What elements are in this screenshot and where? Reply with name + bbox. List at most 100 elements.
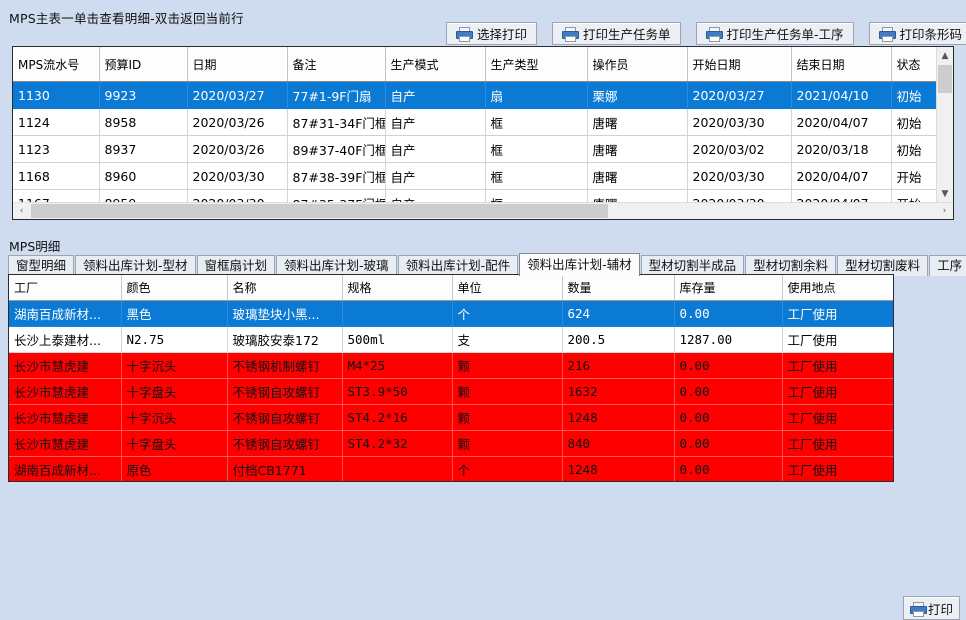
tab-frame-sash-plan[interactable]: 窗框扇计划 [196, 255, 276, 276]
cell-end-date: 2021/04/10 [791, 81, 892, 109]
print-barcode-button[interactable]: 打印条形码 [868, 22, 966, 45]
cell-stock: 1287.00 [674, 326, 783, 353]
col-mps-serial[interactable]: MPS流水号 [13, 47, 100, 82]
cell-budget-id: 8937 [99, 135, 188, 163]
cell-color: 黑色 [121, 300, 228, 327]
table-row[interactable]: 长沙市慧虎建 十字沉头 不锈钢机制螺钉 M4*25 颗 216 0.00 工厂使… [9, 352, 893, 379]
col-prod-type[interactable]: 生产类型 [485, 47, 588, 82]
table-row[interactable]: 长沙市慧虎建 十字盘头 不锈钢自攻螺钉 ST4.2*32 颗 840 0.00 … [9, 430, 893, 457]
cell-status: 初始 [891, 81, 936, 109]
detail-print-button[interactable]: 打印 [903, 596, 961, 620]
cell-unit: 颗 [452, 430, 563, 457]
cell-quantity: 216 [562, 352, 675, 379]
cell-color: 十字盘头 [121, 378, 228, 405]
table-row[interactable]: 湖南百成新材... 原色 付档CB1771 个 1248 0.00 工厂使用 [9, 456, 893, 481]
cell-mps-serial: 1168 [13, 162, 100, 190]
cell-spec: M4*25 [342, 352, 453, 379]
table-row[interactable]: 长沙市慧虎建 十字盘头 不锈钢自攻螺钉 ST3.9*50 颗 1632 0.00… [9, 378, 893, 405]
mps-detail-grid[interactable]: 工厂 颜色 名称 规格 单位 数量 库存量 使用地点 湖南百成新材... 黑色 [8, 274, 894, 482]
scroll-right-icon[interactable]: › [942, 206, 947, 216]
col-status[interactable]: 状态 [891, 47, 936, 82]
select-print-button[interactable]: 选择打印 [446, 22, 538, 45]
col-unit[interactable]: 单位 [452, 275, 563, 301]
cell-name: 不锈钢自攻螺钉 [227, 378, 343, 405]
cell-spec [342, 456, 453, 481]
tab-profile-cut-semifinished[interactable]: 型材切割半成品 [640, 255, 745, 276]
print-production-order-button[interactable]: 打印生产任务单 [552, 22, 681, 45]
detail-tabs: 窗型明细 领料出库计划-型材 窗框扇计划 领料出库计划-玻璃 领料出库计划-配件… [8, 253, 966, 276]
col-prod-mode[interactable]: 生产模式 [385, 47, 486, 82]
printer-icon [705, 27, 723, 42]
col-color[interactable]: 颜色 [121, 275, 228, 301]
cell-remark: 87#35-37F门框 [287, 189, 386, 202]
table-row[interactable]: 1123 8937 2020/03/26 89#37-40F门框 自产 框 唐曙… [13, 135, 936, 163]
col-end-date[interactable]: 结束日期 [791, 47, 892, 82]
tab-profile-cut-waste[interactable]: 型材切割废料 [837, 255, 929, 276]
cell-factory: 长沙上泰建材... [9, 326, 122, 353]
col-date[interactable]: 日期 [187, 47, 288, 82]
cell-location: 工厂使用 [782, 352, 893, 379]
table-row[interactable]: 1124 8958 2020/03/26 87#31-34F门框 自产 框 唐曙… [13, 108, 936, 136]
tab-material-outbound-profile[interactable]: 领料出库计划-型材 [75, 255, 196, 276]
cell-date: 2020/03/30 [187, 189, 288, 202]
detail-print-label: 打印 [928, 601, 954, 617]
tab-material-outbound-glass[interactable]: 领料出库计划-玻璃 [276, 255, 397, 276]
table-row[interactable]: 长沙上泰建材... N2.75 玻璃胶安泰172 500ml 支 200.5 1… [9, 326, 893, 353]
cell-end-date: 2020/04/07 [791, 189, 892, 202]
print-production-order-process-button[interactable]: 打印生产任务单-工序 [695, 22, 854, 45]
col-stock[interactable]: 库存量 [674, 275, 783, 301]
cell-color: 十字沉头 [121, 352, 228, 379]
horizontal-scrollbar-thumb[interactable] [31, 204, 608, 218]
col-spec[interactable]: 规格 [342, 275, 453, 301]
cell-location: 工厂使用 [782, 404, 893, 431]
col-operator[interactable]: 操作员 [587, 47, 688, 82]
cell-operator: 唐曙 [587, 162, 688, 190]
cell-name: 不锈钢自攻螺钉 [227, 430, 343, 457]
table-row[interactable]: 湖南百成新材... 黑色 玻璃垫块小黑... 个 624 0.00 工厂使用 [9, 300, 893, 327]
cell-quantity: 1248 [562, 456, 675, 481]
tab-material-outbound-aux[interactable]: 领料出库计划-辅材 [519, 253, 640, 276]
col-factory[interactable]: 工厂 [9, 275, 122, 301]
cell-budget-id: 8959 [99, 189, 188, 202]
cell-quantity: 200.5 [562, 326, 675, 353]
cell-unit: 颗 [452, 404, 563, 431]
tab-process[interactable]: 工序 [929, 255, 966, 276]
tab-material-outbound-parts[interactable]: 领料出库计划-配件 [397, 255, 519, 276]
cell-factory: 湖南百成新材... [9, 300, 122, 327]
cell-operator: 栗娜 [587, 81, 688, 109]
col-start-date[interactable]: 开始日期 [687, 47, 792, 82]
mps-detail-table: 工厂 颜色 名称 规格 单位 数量 库存量 使用地点 湖南百成新材... 黑色 [9, 275, 893, 481]
cell-name: 不锈钢自攻螺钉 [227, 404, 343, 431]
cell-start-date: 2020/03/30 [687, 162, 792, 190]
table-row[interactable]: 1168 8960 2020/03/30 87#38-39F门框 自产 框 唐曙… [13, 162, 936, 190]
mps-master-grid[interactable]: MPS流水号 预算ID 日期 备注 生产模式 生产类型 操作员 开始日期 结束日… [12, 46, 954, 220]
cell-name: 玻璃胶安泰172 [227, 326, 343, 353]
col-budget-id[interactable]: 预算ID [99, 47, 188, 82]
cell-stock: 0.00 [674, 352, 783, 379]
cell-factory: 长沙市慧虎建 [9, 378, 122, 405]
cell-end-date: 2020/04/07 [791, 108, 892, 136]
cell-stock: 0.00 [674, 456, 783, 481]
col-location[interactable]: 使用地点 [782, 275, 893, 301]
col-quantity[interactable]: 数量 [562, 275, 675, 301]
mps-detail-panel: MPS明细 窗型明细 领料出库计划-型材 窗框扇计划 领料出库计划-玻璃 领料出… [0, 228, 966, 620]
col-remark[interactable]: 备注 [287, 47, 386, 82]
tab-profile-cut-remainder[interactable]: 型材切割余料 [745, 255, 837, 276]
scroll-left-icon[interactable]: ‹ [19, 206, 24, 216]
horizontal-scrollbar[interactable]: ‹ › [13, 202, 953, 219]
col-name[interactable]: 名称 [227, 275, 343, 301]
cell-operator: 唐曙 [587, 189, 688, 202]
cell-factory: 长沙市慧虎建 [9, 404, 122, 431]
scroll-down-icon[interactable]: ▼ [941, 188, 949, 199]
tab-window-type-detail[interactable]: 窗型明细 [8, 255, 75, 276]
table-row[interactable]: 1167 8959 2020/03/30 87#35-37F门框 自产 框 唐曙… [13, 189, 936, 202]
vertical-scrollbar[interactable]: ▲ ▼ [936, 47, 953, 202]
scroll-up-icon[interactable]: ▲ [941, 50, 949, 61]
vertical-scrollbar-thumb[interactable] [938, 65, 952, 93]
cell-operator: 唐曙 [587, 135, 688, 163]
cell-stock: 0.00 [674, 430, 783, 457]
table-row[interactable]: 1130 9923 2020/03/27 77#1-9F门扇 自产 扇 栗娜 2… [13, 81, 936, 109]
cell-name: 玻璃垫块小黑... [227, 300, 343, 327]
table-row[interactable]: 长沙市慧虎建 十字沉头 不锈钢自攻螺钉 ST4.2*16 颗 1248 0.00… [9, 404, 893, 431]
cell-start-date: 2020/03/02 [687, 135, 792, 163]
